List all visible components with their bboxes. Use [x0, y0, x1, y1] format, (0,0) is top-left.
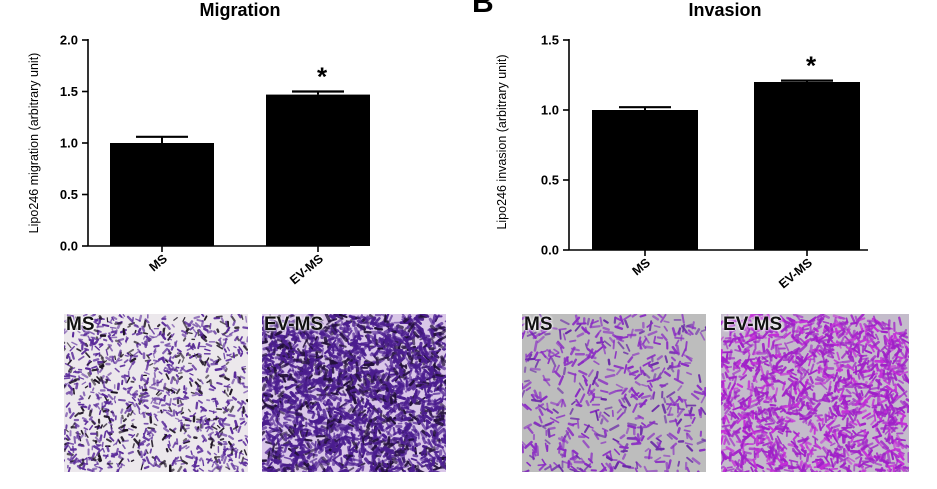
micrograph-label: EV-MS	[264, 314, 324, 335]
y-axis-label: Lipo246 migration (arbitrary unit)	[27, 53, 41, 234]
y-tick-label: 1.0	[541, 103, 559, 118]
micrograph-invasion-ev-ms: EV-MS	[721, 314, 909, 472]
y-tick-label: 2.0	[60, 33, 78, 48]
cell-stain-layer	[721, 314, 909, 472]
y-tick-label: 1.5	[60, 84, 78, 99]
y-tick-label: 0.0	[60, 239, 78, 254]
micrograph-migration-ms: MS	[64, 314, 248, 472]
micrograph-label: MS	[524, 314, 553, 335]
cell-stain-layer	[522, 314, 706, 472]
invasion-chart: Invasion Lipo246 invasion (arbitrary unit…	[495, 0, 868, 292]
significance-marker: *	[806, 51, 817, 81]
micrograph-migration-ev-ms: EV-MS	[262, 314, 446, 472]
x-tick-label: EV-MS	[776, 256, 815, 292]
x-tick-label: EV-MS	[287, 252, 326, 288]
x-tick-label: MS	[147, 252, 170, 275]
y-tick-label: 1.5	[541, 33, 559, 48]
chart-title: Invasion	[688, 0, 761, 20]
cell-stain-layer	[64, 314, 248, 472]
bar	[266, 94, 370, 246]
micrograph-image	[64, 314, 248, 472]
micrograph-label: MS	[66, 314, 95, 335]
y-tick-label: 0.0	[541, 243, 559, 258]
y-tick-label: 1.0	[60, 136, 78, 151]
panel-letter-b: B	[472, 0, 494, 19]
micrograph-label: EV-MS	[723, 314, 783, 335]
y-tick-label: 0.5	[541, 173, 559, 188]
bar	[754, 82, 860, 250]
micrograph-image	[721, 314, 909, 472]
micrograph-invasion-ms: MS	[522, 314, 706, 472]
cell-stain-layer	[262, 314, 446, 472]
significance-marker: *	[317, 62, 328, 92]
y-tick-label: 0.5	[60, 187, 78, 202]
x-tick-label: MS	[630, 256, 653, 279]
bar	[592, 110, 698, 250]
chart-title: Migration	[200, 0, 281, 20]
y-axis-label: Lipo246 invasion (arbitrary unit)	[495, 54, 509, 229]
bar	[110, 143, 214, 246]
migration-chart: Migration Lipo246 migration (arbitrary un…	[27, 0, 370, 288]
micrograph-image	[522, 314, 706, 472]
micrograph-image	[262, 314, 446, 472]
